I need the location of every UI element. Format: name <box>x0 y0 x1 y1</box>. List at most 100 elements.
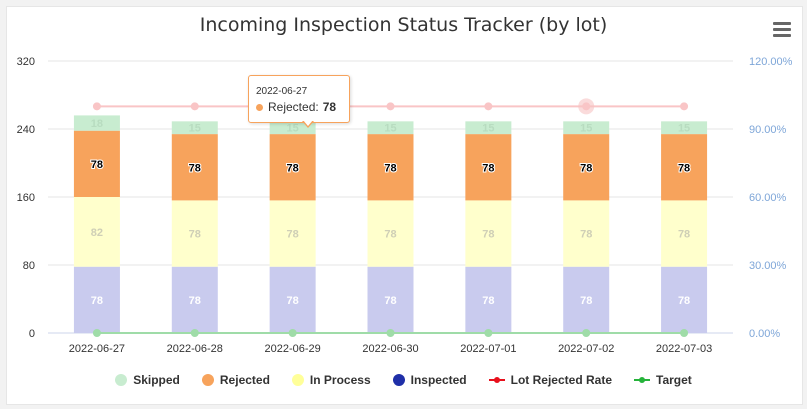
line-point <box>92 102 101 111</box>
bar-inspected <box>171 266 218 333</box>
data-label: 78 <box>678 229 690 241</box>
y-tick-label: 320 <box>17 56 35 68</box>
data-label: 78 <box>580 162 592 174</box>
bar-skipped <box>73 115 120 131</box>
data-label: 78 <box>384 162 396 174</box>
data-label: 15 <box>287 123 299 135</box>
bar-inspected <box>73 266 120 333</box>
data-label: 15 <box>482 123 494 135</box>
bar-skipped <box>661 121 708 135</box>
tooltip-series-name: Rejected: <box>268 100 319 114</box>
chart-legend: Skipped Rejected In Process Inspected Lot Re… <box>0 373 807 387</box>
line-point <box>190 329 199 337</box>
data-label: 78 <box>91 159 103 171</box>
bar-in-process <box>269 200 316 267</box>
y-tick-label: 0 <box>29 328 35 340</box>
y-tick-label: 80 <box>23 260 35 272</box>
bar-rejected <box>367 134 414 201</box>
data-label: 78 <box>678 295 690 307</box>
bar-skipped <box>367 121 414 135</box>
x-tick-label: 2022-06-30 <box>362 343 418 355</box>
bar-in-process <box>661 200 708 267</box>
y-right-tick-label: 120.00% <box>749 56 793 68</box>
legend-dot-icon <box>201 374 214 386</box>
line-point <box>484 329 493 337</box>
y-right-tick-label: 60.00% <box>749 192 787 204</box>
x-tick-label: 2022-06-28 <box>167 343 223 355</box>
bar-skipped <box>171 121 218 135</box>
tooltip-value: 78 <box>322 100 337 114</box>
data-label: 78 <box>384 295 396 307</box>
data-label: 15 <box>189 123 201 135</box>
data-label: 78 <box>580 295 592 307</box>
data-label: 15 <box>384 123 396 135</box>
legend-item-skipped[interactable]: Skipped <box>115 373 180 387</box>
x-tick-label: 2022-06-29 <box>265 343 321 355</box>
legend-dot-icon <box>291 374 304 386</box>
tooltip-series-dot <box>256 103 263 111</box>
data-label: 78 <box>482 229 494 241</box>
line-point <box>484 102 493 111</box>
line-point <box>680 329 689 337</box>
legend-item-inspected[interactable]: Inspected <box>392 373 467 387</box>
line-point <box>582 329 591 337</box>
data-label: 78 <box>287 229 299 241</box>
y-right-tick-label: 90.00% <box>749 124 787 136</box>
legend-item-lot-rejected-rate[interactable]: Lot Rejected Rate <box>488 373 612 387</box>
hamburger-menu-icon[interactable] <box>773 22 791 38</box>
chart-tooltip: 2022-06-27 Rejected: 78 <box>248 75 350 123</box>
bar-in-process <box>367 200 414 267</box>
bar-rejected <box>171 134 218 201</box>
tooltip-date: 2022-06-27 <box>256 86 308 97</box>
data-label: 78 <box>482 295 494 307</box>
bar-inspected <box>661 266 708 333</box>
legend-label: Skipped <box>133 373 180 387</box>
bar-rejected <box>73 130 120 197</box>
bar-rejected <box>563 134 610 201</box>
bar-in-process <box>171 200 218 267</box>
data-label: 15 <box>580 123 592 135</box>
data-label: 18 <box>91 118 103 130</box>
y-right-tick-label: 30.00% <box>749 260 787 272</box>
bar-skipped <box>465 121 512 135</box>
chart-title: Incoming Inspection Status Tracker (by l… <box>199 14 608 36</box>
legend-label: In Process <box>309 373 371 387</box>
bar-in-process <box>73 197 120 267</box>
bar-in-process <box>465 200 512 267</box>
x-tick-label: 2022-07-01 <box>460 343 516 355</box>
data-label: 78 <box>678 162 690 174</box>
x-tick-label: 2022-07-02 <box>558 343 614 355</box>
data-label: 78 <box>580 229 592 241</box>
data-label: 15 <box>678 123 690 135</box>
line-point <box>190 102 199 111</box>
data-label: 78 <box>189 295 201 307</box>
line-point <box>386 329 395 337</box>
y-tick-label: 240 <box>17 124 35 136</box>
bar-inspected <box>563 266 610 333</box>
bar-rejected <box>465 134 512 201</box>
data-label: 78 <box>91 295 103 307</box>
bar-in-process <box>563 200 610 267</box>
legend-item-in-process[interactable]: In Process <box>291 373 371 387</box>
x-tick-label: 2022-06-27 <box>69 343 125 355</box>
line-point <box>582 102 591 111</box>
bar-inspected <box>465 266 512 333</box>
bar-skipped <box>563 121 610 135</box>
tooltip-row: Rejected: 78 <box>256 100 336 114</box>
legend-line-icon <box>634 375 650 385</box>
legend-label: Rejected <box>219 373 270 387</box>
x-tick-label: 2022-07-03 <box>656 343 712 355</box>
legend-item-target[interactable]: Target <box>634 373 692 387</box>
bar-rejected <box>661 134 708 201</box>
data-label: 82 <box>91 227 103 239</box>
data-label: 78 <box>384 229 396 241</box>
legend-dot-icon <box>392 374 405 386</box>
data-label: 78 <box>287 162 299 174</box>
legend-label: Lot Rejected Rate <box>510 373 612 387</box>
legend-item-rejected[interactable]: Rejected <box>201 373 270 387</box>
legend-line-icon <box>488 375 505 385</box>
legend-label: Inspected <box>410 373 467 387</box>
bar-inspected <box>269 266 316 333</box>
bar-rejected <box>269 134 316 201</box>
